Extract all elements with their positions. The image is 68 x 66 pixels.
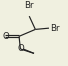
Text: Br: Br [50,24,59,33]
Text: Br: Br [24,1,34,10]
Text: O: O [17,44,24,53]
Text: O: O [3,32,9,41]
